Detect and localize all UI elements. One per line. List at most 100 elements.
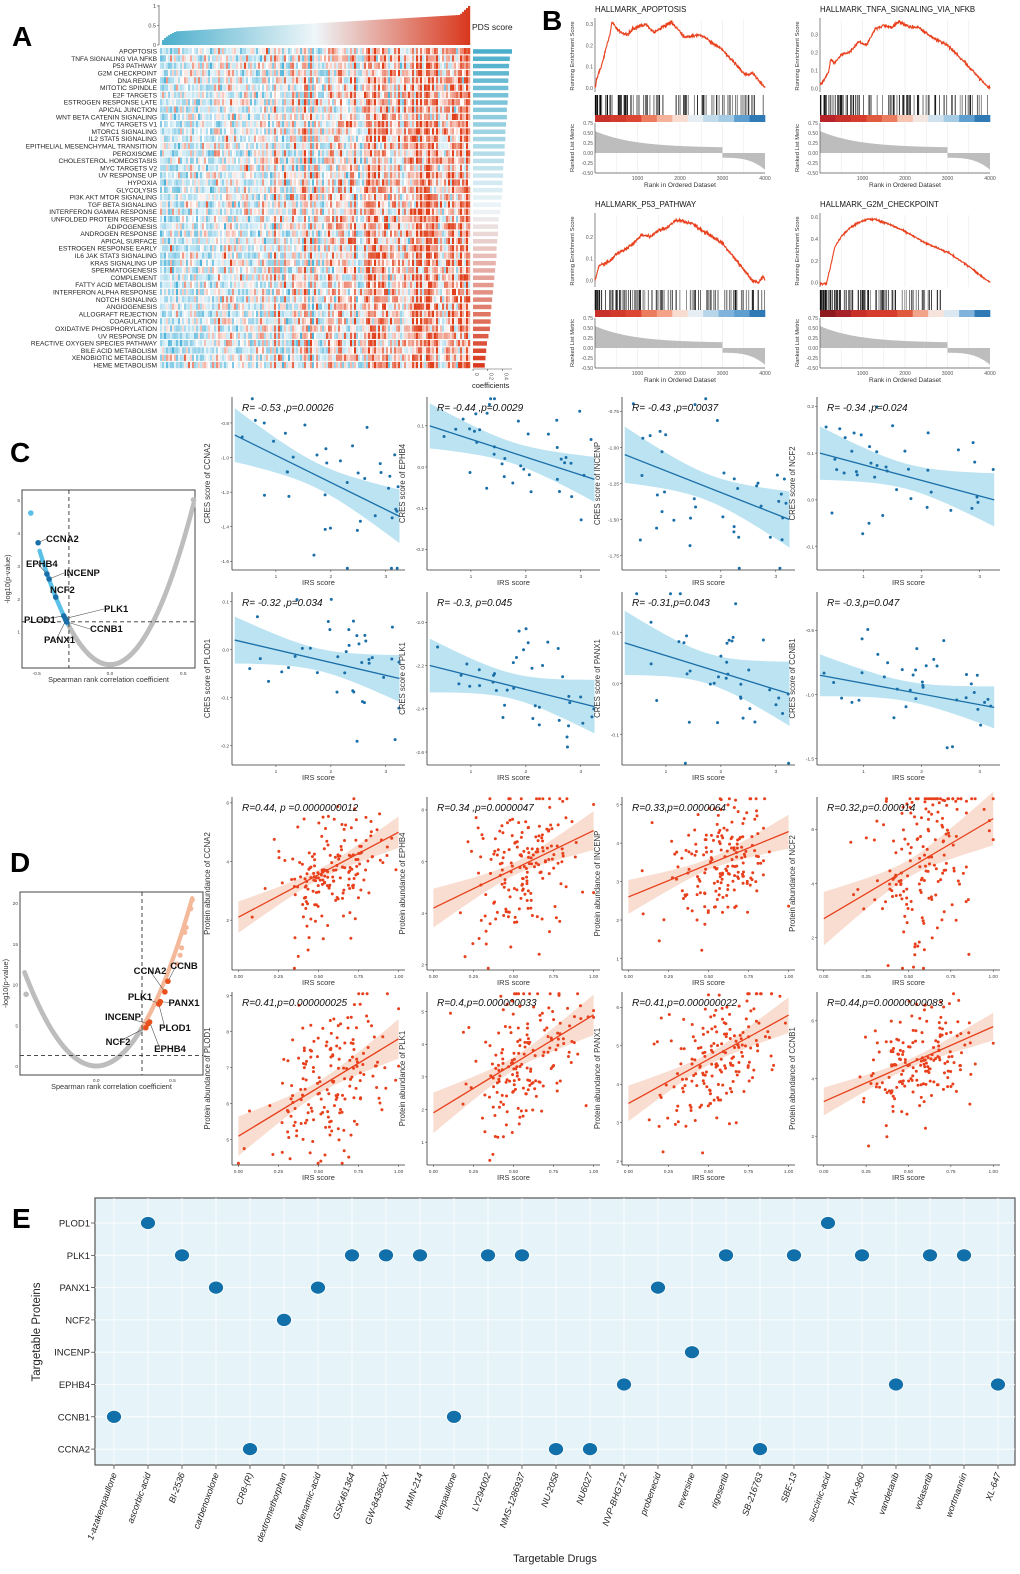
heatmap-cell <box>272 77 275 84</box>
heatmap-cell <box>286 150 289 157</box>
heatmap-cell <box>294 62 297 69</box>
heatmap-cell <box>270 164 273 172</box>
heatmap-cell <box>324 48 327 55</box>
heatmap-cell <box>196 77 199 84</box>
heatmap-cell <box>188 230 191 237</box>
heatmap-cell <box>394 150 397 157</box>
heatmap-cell <box>378 194 381 201</box>
heatmap-cell <box>430 194 433 201</box>
heatmap-cell <box>284 223 287 230</box>
heatmap-cell <box>458 106 461 113</box>
heatmap-cell <box>428 186 431 193</box>
heatmap-cell <box>402 245 405 252</box>
heatmap-cell <box>320 113 323 120</box>
heatmap-cell <box>280 237 283 245</box>
heatmap-cell <box>388 267 391 274</box>
heatmap-cell <box>420 142 423 150</box>
heatmap-cell <box>332 77 335 84</box>
heatmap-cell <box>432 172 435 179</box>
heatmap-cell <box>232 194 235 201</box>
heatmap-cell <box>222 62 225 69</box>
heatmap-cell <box>446 121 449 128</box>
pds-bar <box>216 29 219 45</box>
heatmap-cell <box>214 179 217 186</box>
heatmap-cell <box>264 48 267 55</box>
heatmap-cell <box>452 259 455 266</box>
heatmap-cell <box>308 106 311 113</box>
heatmap-cell <box>338 91 341 99</box>
heatmap-cell <box>236 201 239 208</box>
heatmap-cell <box>330 201 333 208</box>
heatmap-cell <box>248 121 251 128</box>
heatmap-cell <box>318 230 321 237</box>
heatmap-cell <box>226 69 229 77</box>
heatmap-cell <box>252 106 255 113</box>
heatmap-cell <box>374 164 377 172</box>
heatmap-cell <box>354 55 357 62</box>
heatmap-cell <box>296 164 299 172</box>
heatmap-cell <box>328 99 331 106</box>
heatmap-cell <box>276 186 279 193</box>
heatmap-cell <box>374 208 377 215</box>
heatmap-cell <box>468 91 471 99</box>
heatmap-cell <box>444 157 447 164</box>
heatmap-cell <box>168 77 171 84</box>
heatmap-cell <box>468 150 471 157</box>
heatmap-cell <box>438 172 441 179</box>
heatmap-cell <box>274 208 277 215</box>
heatmap-cell <box>204 245 207 252</box>
heatmap-cell <box>250 77 253 84</box>
heatmap-cell <box>428 150 431 157</box>
heatmap-cell <box>166 259 169 266</box>
heatmap-cell <box>448 55 451 62</box>
heatmap-cell <box>292 252 295 259</box>
heatmap-cell <box>162 48 165 55</box>
heatmap-cell <box>406 245 409 252</box>
heatmap-cell <box>162 215 165 223</box>
heatmap-cell <box>232 113 235 120</box>
heatmap-cell <box>468 223 471 230</box>
heatmap-cell <box>468 186 471 193</box>
heatmap-cell <box>276 267 279 274</box>
heatmap-cell <box>368 128 371 135</box>
heatmap-cell <box>382 142 385 150</box>
heatmap-cell <box>210 223 213 230</box>
heatmap-cell <box>382 208 385 215</box>
heatmap-cell <box>308 84 311 91</box>
heatmap-cell <box>208 91 211 99</box>
heatmap-cell <box>414 259 417 266</box>
heatmap-cell <box>232 252 235 259</box>
heatmap-cell <box>236 142 239 150</box>
heatmap-cell <box>160 62 163 69</box>
heatmap-cell <box>210 55 213 62</box>
heatmap-cell <box>420 113 423 120</box>
heatmap-cell <box>312 215 315 223</box>
heatmap-cell <box>316 121 319 128</box>
heatmap-cell <box>374 150 377 157</box>
heatmap-cell <box>232 230 235 237</box>
pds-bar <box>466 7 469 45</box>
heatmap-cell <box>376 164 379 172</box>
heatmap-cell <box>214 230 217 237</box>
heatmap-cell <box>436 121 439 128</box>
heatmap-cell <box>316 69 319 77</box>
heatmap-cell <box>444 55 447 62</box>
heatmap-cell <box>460 91 463 99</box>
heatmap-cell <box>230 157 233 164</box>
heatmap-cell <box>210 201 213 208</box>
heatmap-cell <box>208 84 211 91</box>
heatmap-cell <box>272 230 275 237</box>
heatmap-cell <box>222 164 225 172</box>
heatmap-cell <box>426 172 429 179</box>
heatmap-cell <box>224 135 227 142</box>
heatmap-cell <box>338 186 341 193</box>
heatmap-cell <box>212 91 215 99</box>
heatmap-cell <box>266 208 269 215</box>
coefficient-bar <box>473 49 513 54</box>
heatmap-cell <box>162 267 165 274</box>
heatmap-cell <box>332 208 335 215</box>
heatmap-cell <box>302 230 305 237</box>
heatmap-cell <box>454 208 457 215</box>
heatmap-cell <box>240 62 243 69</box>
heatmap-cell <box>388 48 391 55</box>
